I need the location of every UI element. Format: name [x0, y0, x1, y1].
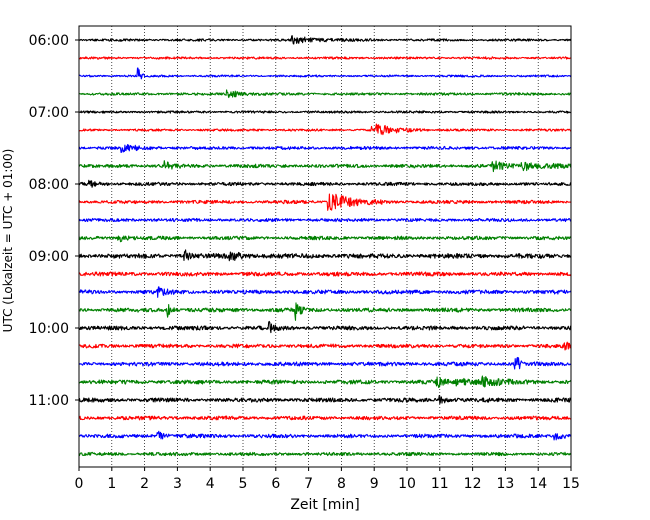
x-tick-label-15: 15: [562, 476, 580, 492]
trace-0900: [78, 249, 572, 262]
x-axis: 0 1 2 3 4 5 6 7 8 9 10 11 12 13 14 15: [75, 467, 580, 492]
trace-0745: [78, 160, 572, 173]
y-tick-label-1: 07:00: [29, 105, 69, 121]
trace-0630: [78, 67, 572, 80]
y-axis-label: UTC (Lokalzeit = UTC + 01:00): [1, 149, 15, 333]
trace-0830: [78, 217, 572, 223]
y-axis: 06:00 07:00 08:00 09:00 10:00 11:00: [29, 33, 79, 409]
trace-1115: [78, 415, 572, 421]
x-tick-label-13: 13: [496, 476, 514, 492]
x-tick-label-4: 4: [206, 476, 215, 492]
trace-0845: [78, 235, 572, 243]
trace-0645: [78, 89, 572, 99]
x-tick-label-3: 3: [173, 476, 182, 492]
plot-frame: [78, 25, 572, 468]
x-tick-label-14: 14: [529, 476, 547, 492]
x-tick-label-12: 12: [464, 476, 482, 492]
x-axis-label: Zeit [min]: [290, 497, 359, 513]
trace-0815: [78, 193, 572, 211]
trace-1030: [78, 356, 572, 370]
trace-0800: [78, 179, 572, 188]
trace-0615: [78, 56, 572, 60]
trace-1015: [78, 341, 572, 351]
trace-0915: [78, 271, 572, 277]
x-tick-label-10: 10: [398, 476, 416, 492]
trace-1145: [78, 451, 572, 457]
x-tick-label-6: 6: [271, 476, 280, 492]
trace-0945: [78, 302, 572, 321]
x-tick-label-1: 1: [107, 476, 116, 492]
y-tick-label-0: 06:00: [29, 33, 69, 49]
y-tick-label-4: 10:00: [29, 321, 69, 337]
trace-0700: [78, 110, 572, 114]
x-tick-label-9: 9: [370, 476, 379, 492]
x-tick-label-0: 0: [75, 476, 84, 492]
y-tick-label-2: 08:00: [29, 177, 69, 193]
y-tick-label-5: 11:00: [29, 393, 69, 409]
trace-1130: [78, 430, 572, 441]
x-tick-label-8: 8: [337, 476, 346, 492]
trace-1045: [78, 375, 572, 389]
x-tick-label-2: 2: [140, 476, 149, 492]
trace-1100: [78, 394, 572, 405]
trace-group: [78, 35, 572, 457]
trace-1000: [78, 320, 572, 334]
trace-0715: [78, 123, 572, 136]
y-tick-label-3: 09:00: [29, 249, 69, 265]
x-tick-label-11: 11: [431, 476, 449, 492]
trace-0600: [78, 35, 572, 45]
trace-0930: [78, 286, 572, 298]
trace-0730: [78, 143, 572, 154]
x-tick-label-7: 7: [304, 476, 313, 492]
x-tick-label-5: 5: [239, 476, 248, 492]
